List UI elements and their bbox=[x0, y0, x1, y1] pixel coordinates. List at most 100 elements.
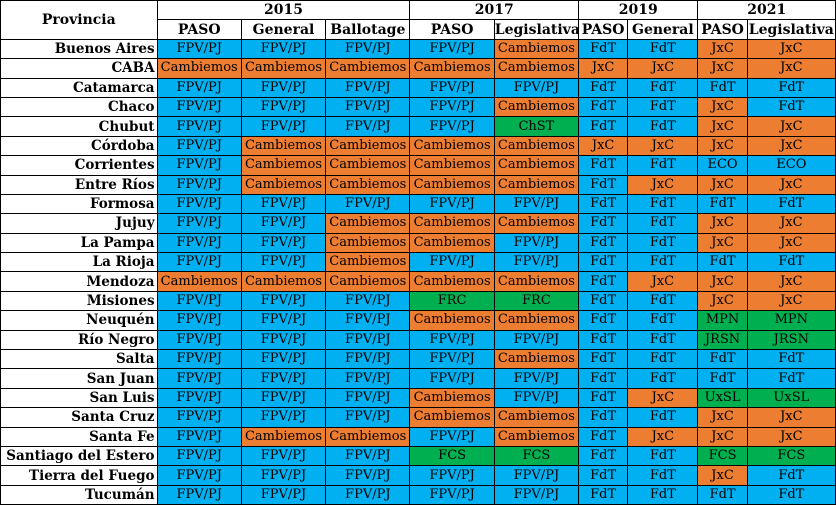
result-cell: Cambiemos bbox=[409, 310, 495, 331]
result-cell: JxC bbox=[746, 116, 836, 137]
result-cell: FPV/PJ bbox=[409, 349, 495, 370]
election-header: Legislativa bbox=[493, 19, 580, 40]
result-cell: FPV/PJ bbox=[240, 232, 327, 254]
result-cell: FPV/PJ bbox=[493, 252, 580, 273]
result-cell: FPV/PJ bbox=[156, 116, 242, 137]
result-cell: MPN bbox=[697, 310, 748, 331]
year-header: 2015 bbox=[156, 0, 411, 21]
result-cell: JxC bbox=[697, 96, 748, 118]
province-name: Chubut bbox=[0, 116, 158, 137]
result-cell: JxC bbox=[746, 58, 836, 79]
result-cell: JxC bbox=[697, 213, 748, 234]
result-cell: ChST bbox=[493, 116, 580, 137]
table-row: La Pampa FPV/PJ FPV/PJ Cambiemos Cambiemos FP… bbox=[0, 232, 836, 254]
result-cell: FdT bbox=[578, 155, 629, 176]
result-cell: Cambiemos bbox=[493, 96, 580, 118]
result-cell: JxC bbox=[627, 58, 699, 79]
result-cell: JxC bbox=[746, 271, 836, 292]
result-cell: FdT bbox=[578, 174, 629, 195]
result-cell: FCS bbox=[746, 445, 836, 467]
table-row: Río Negro FPV/PJ FPV/PJ FPV/PJ FPV/PJ FPV/PJ F… bbox=[0, 329, 836, 351]
result-cell: FPV/PJ bbox=[325, 368, 411, 389]
result-cell: FPV/PJ bbox=[240, 213, 327, 234]
result-cell: FPV/PJ bbox=[240, 77, 327, 98]
result-cell: FPV/PJ bbox=[156, 445, 242, 467]
result-cell: FdT bbox=[697, 368, 748, 389]
result-cell: FdT bbox=[627, 310, 699, 331]
result-cell: FPV/PJ bbox=[409, 116, 495, 137]
result-cell: JxC bbox=[627, 387, 699, 409]
result-cell: Cambiemos bbox=[409, 407, 495, 428]
result-cell: FdT bbox=[627, 368, 699, 389]
result-cell: FPV/PJ bbox=[156, 407, 242, 428]
result-cell: FPV/PJ bbox=[240, 252, 327, 273]
table-row: Misiones FPV/PJ FPV/PJ FPV/PJ FRC FRC FdT FdT Jx… bbox=[0, 290, 836, 312]
result-cell: FPV/PJ bbox=[240, 349, 327, 370]
result-cell: JxC bbox=[697, 465, 748, 486]
result-cell: FPV/PJ bbox=[325, 77, 411, 98]
election-header: General bbox=[240, 19, 327, 40]
result-cell: FPV/PJ bbox=[156, 310, 242, 331]
result-cell: FPV/PJ bbox=[156, 135, 242, 157]
result-cell: JxC bbox=[578, 135, 629, 157]
result-cell: FPV/PJ bbox=[240, 465, 327, 486]
result-cell: FPV/PJ bbox=[409, 252, 495, 273]
table-row: Santa Cruz FPV/PJ FPV/PJ FPV/PJ Cambiemos Cam… bbox=[0, 407, 836, 428]
result-cell: Cambiemos bbox=[493, 174, 580, 195]
result-cell: FPV/PJ bbox=[156, 96, 242, 118]
result-cell: FdT bbox=[697, 349, 748, 370]
result-cell: FPV/PJ bbox=[156, 465, 242, 486]
result-cell: FdT bbox=[627, 349, 699, 370]
result-cell: FPV/PJ bbox=[325, 465, 411, 486]
result-cell: FdT bbox=[627, 155, 699, 176]
result-cell: Cambiemos bbox=[409, 232, 495, 254]
result-cell: FPV/PJ bbox=[409, 426, 495, 447]
result-cell: Cambiemos bbox=[325, 426, 411, 447]
result-cell: JxC bbox=[746, 174, 836, 195]
table-row: Formosa FPV/PJ FPV/PJ FPV/PJ FPV/PJ FPV/PJ FdT… bbox=[0, 193, 836, 215]
result-cell: FPV/PJ bbox=[325, 445, 411, 467]
result-cell: FdT bbox=[746, 368, 836, 389]
result-cell: JxC bbox=[697, 174, 748, 195]
result-cell: FPV/PJ bbox=[325, 484, 411, 506]
result-cell: FPV/PJ bbox=[240, 445, 327, 467]
result-cell: Cambiemos bbox=[240, 155, 327, 176]
result-cell: JxC bbox=[697, 407, 748, 428]
result-cell: FdT bbox=[627, 484, 699, 506]
result-cell: FPV/PJ bbox=[240, 310, 327, 331]
result-cell: FdT bbox=[746, 252, 836, 273]
result-cell: FdT bbox=[627, 329, 699, 351]
table-row: Corrientes FPV/PJ Cambiemos Cambiemos Cambie… bbox=[0, 155, 836, 176]
result-cell: FPV/PJ bbox=[240, 290, 327, 312]
result-cell: FPV/PJ bbox=[240, 484, 327, 506]
result-cell: FdT bbox=[697, 252, 748, 273]
result-cell: Cambiemos bbox=[325, 232, 411, 254]
result-cell: FPV/PJ bbox=[325, 290, 411, 312]
result-cell: FdT bbox=[578, 310, 629, 331]
result-cell: FPV/PJ bbox=[240, 329, 327, 351]
province-name: La Pampa bbox=[0, 232, 158, 254]
result-cell: JxC bbox=[578, 58, 629, 79]
result-cell: FPV/PJ bbox=[325, 387, 411, 409]
result-cell: JxC bbox=[746, 426, 836, 447]
result-cell: FdT bbox=[746, 193, 836, 215]
province-name: Tucumán bbox=[0, 484, 158, 506]
result-cell: JxC bbox=[697, 116, 748, 137]
province-name: Santa Fe bbox=[0, 426, 158, 447]
result-cell: UxSL bbox=[746, 387, 836, 409]
result-cell: FPV/PJ bbox=[325, 38, 411, 60]
result-cell: FPV/PJ bbox=[409, 77, 495, 98]
result-cell: FPV/PJ bbox=[325, 310, 411, 331]
result-cell: FdT bbox=[578, 329, 629, 351]
table-row: Buenos Aires FPV/PJ FPV/PJ FPV/PJ FPV/PJ Camb… bbox=[0, 38, 836, 60]
result-cell: JRSN bbox=[746, 329, 836, 351]
result-cell: ECO bbox=[697, 155, 748, 176]
result-cell: FPV/PJ bbox=[409, 465, 495, 486]
result-cell: FdT bbox=[578, 77, 629, 98]
result-cell: FPV/PJ bbox=[156, 484, 242, 506]
result-cell: FPV/PJ bbox=[409, 329, 495, 351]
table-body: Buenos Aires FPV/PJ FPV/PJ FPV/PJ FPV/PJ Camb… bbox=[0, 38, 836, 506]
result-cell: Cambiemos bbox=[493, 349, 580, 370]
result-cell: JxC bbox=[627, 271, 699, 292]
result-cell: FPV/PJ bbox=[325, 349, 411, 370]
